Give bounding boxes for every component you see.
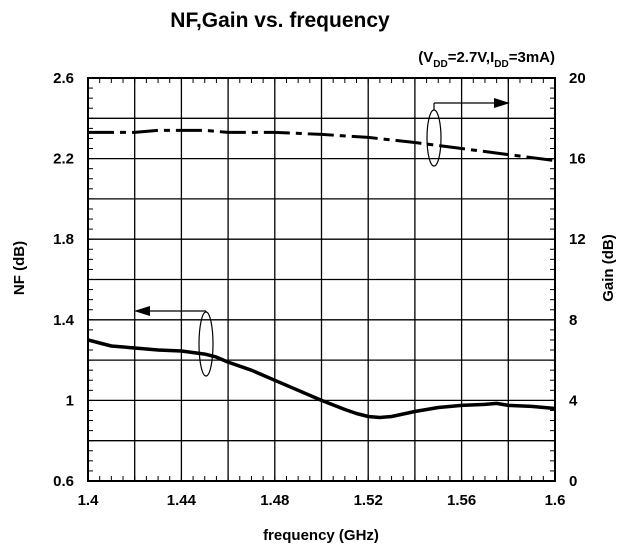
chart-title: NF,Gain vs. frequency xyxy=(170,9,390,32)
test-condition: (VDD=2.7V,IDD=3mA) xyxy=(418,49,555,70)
grid xyxy=(88,78,555,481)
y-axis-label-left: NF (dB) xyxy=(11,241,28,295)
nf-series-line xyxy=(87,338,556,420)
y-left-tick-label: 1.8 xyxy=(53,231,74,248)
x-tick-label: 1.4 xyxy=(78,492,100,509)
y-left-tick-label: 0.6 xyxy=(53,473,74,490)
y-left-tick-label: 1 xyxy=(66,392,74,409)
gain-arrowhead xyxy=(494,98,510,108)
annotations xyxy=(134,98,510,377)
tick-labels: 1.4 1.44 1.48 1.52 1.56 1.6 0.6 1 1.4 1.8 2.2 2.6 0 4… xyxy=(53,70,586,509)
nf-curve-marker xyxy=(198,311,214,377)
y-right-tick-label: 8 xyxy=(569,312,577,329)
y-left-tick-label: 1.4 xyxy=(53,312,75,329)
plot-frame xyxy=(87,77,556,482)
gain-series-line xyxy=(88,128,556,163)
x-tick-label: 1.52 xyxy=(354,492,383,509)
y-right-tick-label: 20 xyxy=(569,70,586,87)
x-tick-label: 1.56 xyxy=(447,492,476,509)
y-right-tick-label: 4 xyxy=(569,392,578,409)
x-tick-label: 1.48 xyxy=(260,492,289,509)
y-axis-label-right: Gain (dB) xyxy=(600,234,617,302)
y-left-tick-label: 2.6 xyxy=(53,70,74,87)
nf-arrowhead xyxy=(134,306,150,316)
y-right-tick-label: 16 xyxy=(569,151,586,168)
x-axis-label: frequency (GHz) xyxy=(263,527,379,544)
x-tick-label: 1.44 xyxy=(167,492,197,509)
y-left-tick-label: 2.2 xyxy=(53,151,74,168)
y-right-tick-label: 12 xyxy=(569,231,586,248)
series xyxy=(87,128,556,420)
y-right-tick-label: 0 xyxy=(569,473,577,490)
x-tick-label: 1.6 xyxy=(545,492,566,509)
